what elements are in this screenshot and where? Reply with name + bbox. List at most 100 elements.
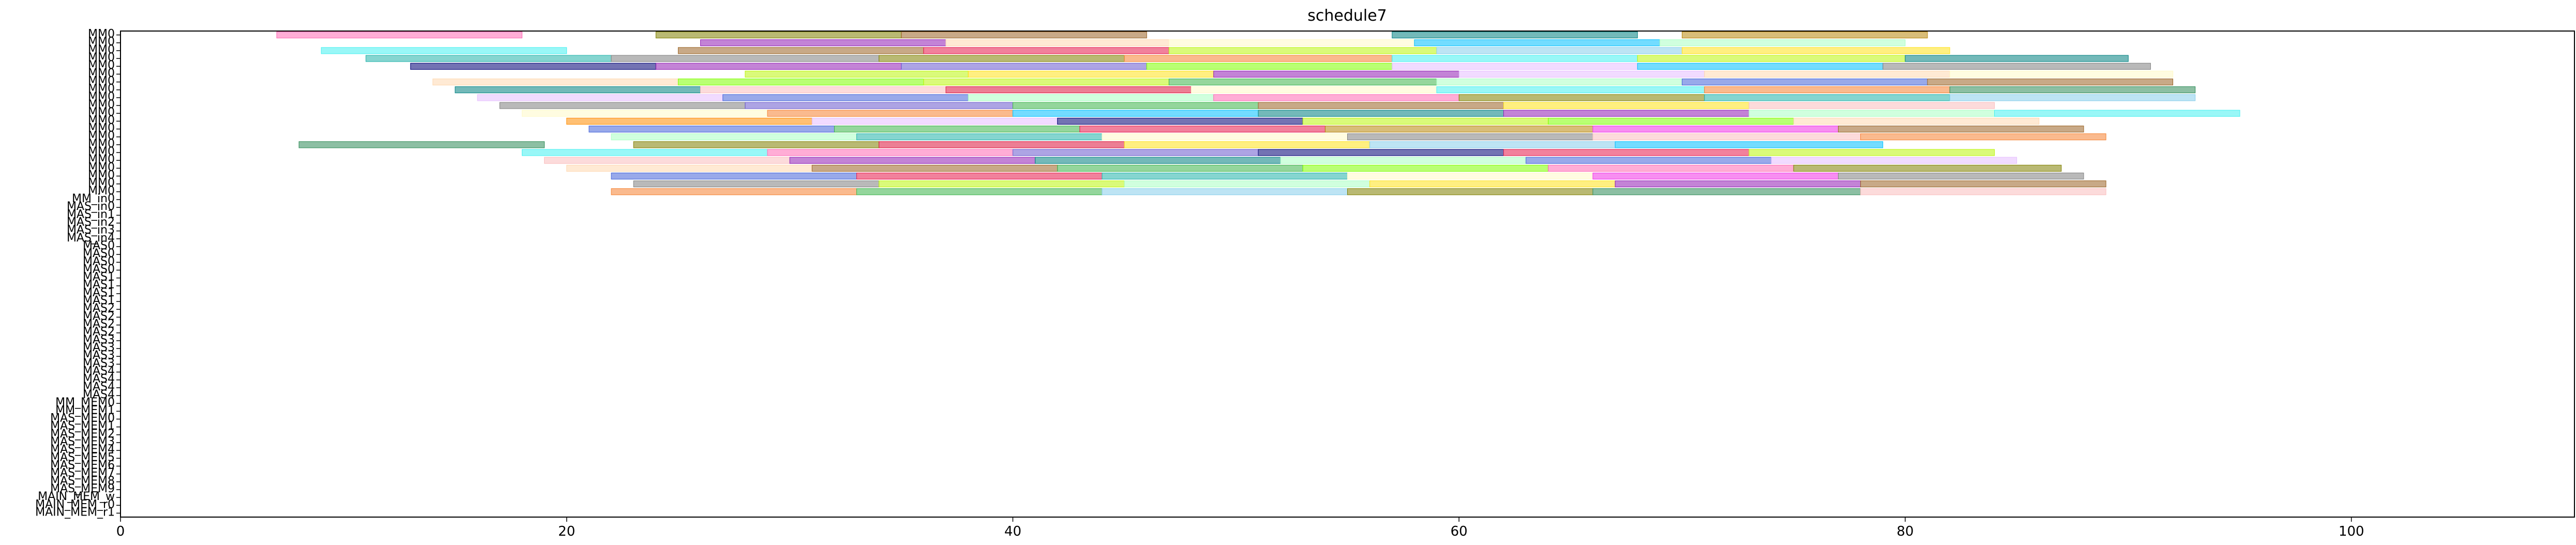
- task-bar: [589, 126, 835, 133]
- task-bar: [856, 188, 1103, 195]
- task-bar: [1749, 149, 1995, 156]
- x-tick-label: 60: [1451, 524, 1468, 539]
- task-bar: [1302, 117, 1549, 125]
- task-bar: [1927, 79, 2173, 86]
- task-bar: [1682, 79, 1928, 86]
- task-bar: [945, 86, 1192, 94]
- y-tick-label: MAS2: [83, 302, 115, 315]
- task-bar: [477, 94, 724, 101]
- y-tick-label: MAS_in2: [67, 216, 115, 229]
- y-tick-label: MAS1: [83, 279, 115, 292]
- task-bar: [1392, 63, 1638, 70]
- task-bar: [923, 47, 1169, 54]
- task-bar: [1592, 126, 1839, 133]
- task-bar: [1949, 94, 2196, 101]
- y-tick-label: MM0: [88, 106, 115, 119]
- task-bar: [611, 133, 857, 141]
- y-tick-label: MM0: [88, 161, 115, 174]
- task-bars: [276, 32, 2240, 195]
- task-bar: [1793, 117, 2040, 125]
- task-bar: [1860, 188, 2106, 195]
- task-bar: [1704, 86, 1950, 94]
- task-bar: [321, 47, 567, 54]
- task-bar: [1258, 110, 1504, 117]
- task-bar: [767, 110, 1013, 117]
- task-bar: [1994, 110, 2240, 117]
- y-tick-label: MM0: [88, 59, 115, 72]
- task-bar: [968, 70, 1214, 78]
- task-bar: [1592, 188, 1861, 195]
- task-bar: [1436, 47, 1682, 54]
- task-bar: [945, 39, 1169, 47]
- y-tick-label: MAS4: [83, 388, 115, 401]
- task-bar: [1280, 157, 1527, 164]
- task-bar: [1213, 94, 1459, 101]
- y-tick-label: MM0: [88, 177, 115, 190]
- task-bar: [1458, 70, 1705, 78]
- task-bar: [1102, 188, 1348, 195]
- task-bar: [1615, 141, 1884, 148]
- y-tick-label: MM0: [88, 169, 115, 181]
- task-bar: [1793, 164, 2062, 172]
- y-tick-label: MM0: [88, 145, 115, 158]
- task-bar: [700, 39, 946, 47]
- task-bar: [1102, 172, 1348, 179]
- y-tick-label: MAS_in3: [67, 224, 115, 237]
- y-tick-label: MM0: [88, 130, 115, 143]
- task-bar: [1191, 86, 1437, 94]
- task-bar: [1369, 180, 1616, 188]
- task-bar: [1324, 126, 1593, 133]
- task-bar: [1749, 110, 1995, 117]
- task-bar: [1168, 39, 1415, 47]
- y-tick-label: MAS4: [83, 365, 115, 378]
- task-bar: [968, 94, 1214, 101]
- task-bar: [1526, 157, 1772, 164]
- y-tick-label: MAS3: [83, 341, 115, 354]
- task-bar: [1503, 149, 1750, 156]
- y-tick-label: MM0: [88, 36, 115, 49]
- y-tick-label: MAS_MEM0: [50, 412, 115, 425]
- y-tick-label: MAS4: [83, 381, 115, 393]
- task-bar: [1704, 94, 1950, 101]
- task-bar: [1414, 39, 1660, 47]
- task-bar: [499, 102, 746, 109]
- task-bar: [1057, 117, 1303, 125]
- task-bar: [1124, 180, 1370, 188]
- task-bar: [1682, 32, 1928, 39]
- y-tick-label: MAS_MEM7: [50, 467, 115, 480]
- task-bar: [1369, 141, 1616, 148]
- y-tick-label: MAS_MEM6: [50, 459, 115, 472]
- y-tick-label: MAS3: [83, 349, 115, 362]
- task-bar: [745, 102, 1013, 109]
- task-bar: [1079, 126, 1325, 133]
- task-bar: [1124, 141, 1370, 148]
- task-bar: [811, 117, 1058, 125]
- y-tick-label: MM_in0: [72, 192, 115, 205]
- task-bar: [1258, 102, 1504, 109]
- y-tick-label: MAS0: [83, 255, 115, 268]
- x-tick-label: 0: [116, 524, 125, 539]
- y-tick-label: MAS_MEM9: [50, 482, 115, 495]
- chart-title: schedule7: [1307, 7, 1387, 25]
- y-tick-label: MM0: [88, 83, 115, 96]
- task-bar: [633, 180, 880, 188]
- task-bar: [745, 70, 969, 78]
- task-bar: [722, 94, 969, 101]
- task-bar: [1013, 102, 1259, 109]
- task-bar: [1436, 86, 1705, 94]
- task-bar: [1035, 157, 1281, 164]
- task-bar: [611, 172, 857, 179]
- task-bar: [1882, 63, 2151, 70]
- task-bar: [834, 126, 1080, 133]
- y-tick-label: MAS1: [83, 271, 115, 284]
- x-tick-label: 80: [1896, 524, 1914, 539]
- task-bar: [1302, 164, 1549, 172]
- task-bar: [276, 32, 522, 39]
- y-tick-label: MAS1: [83, 294, 115, 307]
- task-bar: [1392, 55, 1638, 62]
- y-tick-label: MAS0: [83, 247, 115, 260]
- task-bar: [1503, 102, 1750, 109]
- task-bar: [1659, 39, 1906, 47]
- task-bar: [789, 157, 1036, 164]
- task-bar: [633, 141, 880, 148]
